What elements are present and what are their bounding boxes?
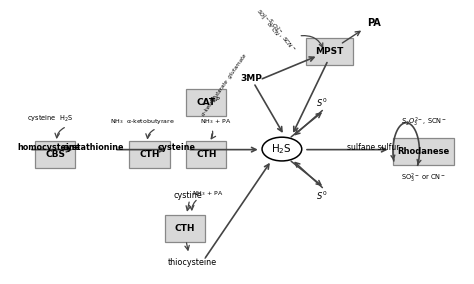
Text: homocysteine: homocysteine: [17, 143, 80, 152]
Text: cysteine  H$_2$S: cysteine H$_2$S: [27, 114, 73, 124]
Text: sulfane sulfur: sulfane sulfur: [347, 143, 400, 152]
Text: H$_2$S: H$_2$S: [272, 142, 292, 156]
Text: α-ketoglutarate  glutamate: α-ketoglutarate glutamate: [201, 53, 248, 117]
Text: PLP: PLP: [210, 97, 220, 102]
Text: CTH: CTH: [175, 224, 195, 233]
Text: CTH: CTH: [139, 150, 160, 159]
Text: NH$_3$  α-ketobutyrare: NH$_3$ α-ketobutyrare: [110, 117, 175, 126]
Text: 3MP: 3MP: [240, 74, 262, 83]
Text: thiocysteine: thiocysteine: [167, 258, 217, 267]
Text: NH$_3$ + PA: NH$_3$ + PA: [200, 117, 231, 126]
Text: SO$_3^{2-}$ or CN$^-$: SO$_3^{2-}$ or CN$^-$: [401, 172, 447, 185]
Text: $S_2O_3^{2-}$, SCN$^-$: $S_2O_3^{2-}$, SCN$^-$: [264, 15, 297, 54]
Text: cystine: cystine: [173, 191, 202, 200]
Text: PA: PA: [367, 18, 381, 28]
FancyBboxPatch shape: [129, 141, 170, 168]
Text: Rhodanese: Rhodanese: [398, 147, 450, 156]
Text: $S^0$: $S^0$: [317, 96, 328, 109]
Text: $S^0$: $S^0$: [317, 189, 328, 202]
Text: MPST: MPST: [315, 47, 343, 56]
Text: cystathionine: cystathionine: [63, 143, 125, 152]
Text: $SO_3^{2-}$ or CN: $SO_3^{2-}$ or CN: [253, 6, 282, 39]
Text: cysteine: cysteine: [158, 143, 196, 152]
Text: CBS: CBS: [45, 150, 65, 159]
FancyBboxPatch shape: [186, 141, 227, 168]
FancyBboxPatch shape: [186, 89, 227, 116]
Text: CAT: CAT: [197, 98, 216, 107]
FancyBboxPatch shape: [35, 141, 75, 168]
Text: CTH: CTH: [196, 150, 217, 159]
Text: $S_2O_3^{2-}$, SCN$^-$: $S_2O_3^{2-}$, SCN$^-$: [401, 116, 447, 129]
FancyBboxPatch shape: [165, 215, 205, 242]
FancyBboxPatch shape: [306, 38, 353, 65]
FancyBboxPatch shape: [393, 139, 455, 165]
Text: NH$_3$ + PA: NH$_3$ + PA: [192, 189, 223, 198]
